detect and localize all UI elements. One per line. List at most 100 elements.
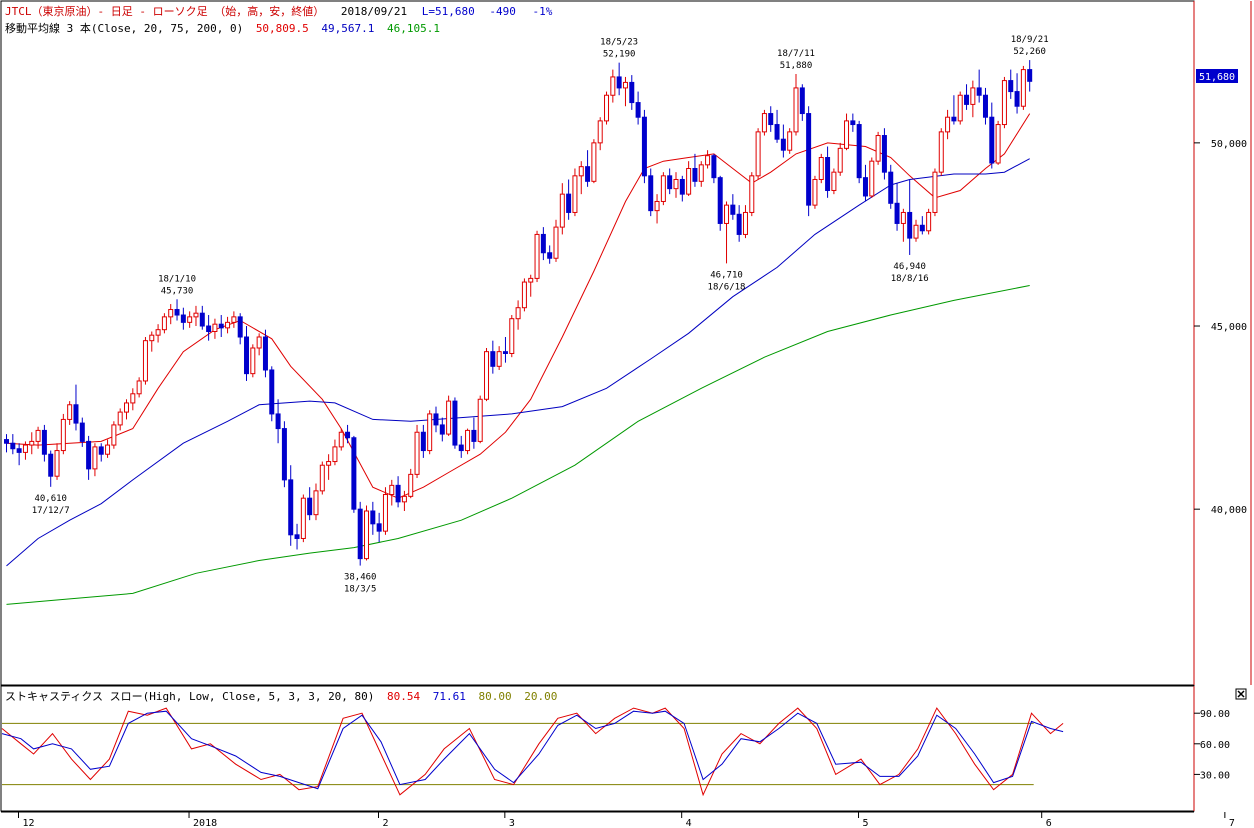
- candle-down: [856, 120, 862, 184]
- candle-up: [300, 494, 306, 543]
- candle-body: [237, 316, 243, 338]
- date-tick-label: 2018: [193, 818, 217, 828]
- candle-down: [218, 315, 224, 338]
- candle-body: [319, 464, 325, 492]
- annotation-line-2: 18/6/18: [708, 282, 746, 292]
- candle-body: [168, 309, 174, 318]
- candle-body: [641, 116, 647, 177]
- candle-down: [452, 397, 458, 449]
- candle-body: [174, 309, 180, 316]
- candle-up: [29, 432, 35, 455]
- stoch-tick-label: 30.00: [1200, 770, 1230, 781]
- candle-up: [105, 439, 111, 458]
- candle-down: [370, 501, 376, 535]
- candle-down: [98, 443, 104, 462]
- candle-up: [844, 113, 850, 151]
- candle-body: [736, 213, 742, 235]
- candle-down: [48, 450, 54, 487]
- candle-body: [345, 431, 351, 439]
- candle-body: [117, 411, 123, 426]
- stoch-tick-label: 90.00: [1200, 709, 1230, 720]
- candle-down: [41, 424, 47, 462]
- price-tick-label: 50,000: [1211, 139, 1247, 150]
- candle-body: [357, 508, 363, 560]
- candle-up: [875, 131, 881, 165]
- candle-body: [351, 437, 357, 510]
- candle-up: [610, 69, 616, 103]
- candle-body: [60, 418, 66, 452]
- candle-up: [446, 395, 452, 436]
- candle-down: [1027, 60, 1033, 92]
- price-tick-label: 40,000: [1211, 505, 1247, 516]
- candle-body: [724, 204, 730, 224]
- candle-body: [414, 431, 420, 475]
- candle-body: [616, 76, 622, 89]
- candle-down: [736, 205, 742, 242]
- candle-up: [926, 208, 932, 235]
- candle-body: [831, 171, 837, 191]
- candle-up: [578, 161, 584, 195]
- candle-body: [869, 160, 875, 197]
- candle-body: [982, 94, 988, 118]
- candle-down: [850, 113, 856, 132]
- candle-down: [420, 424, 426, 458]
- candle-down: [951, 95, 957, 125]
- candle-body: [262, 336, 268, 371]
- ma-label: 移動平均線 3 本(Close, 20, 75, 200, 0): [5, 21, 243, 35]
- candle-body: [673, 178, 679, 190]
- candle-down: [825, 146, 831, 198]
- candle-body: [528, 277, 534, 283]
- candle-body: [300, 497, 306, 539]
- candle-up: [604, 91, 610, 125]
- candle-body: [629, 81, 635, 104]
- candle-body: [964, 94, 970, 105]
- candle-up: [414, 424, 420, 479]
- stoch-d-line: [1, 710, 1064, 790]
- candle-body: [806, 113, 812, 206]
- candle-up: [256, 333, 262, 356]
- candle-up: [1001, 76, 1007, 129]
- annotation-layer: 40,610 17/12/7 18/1/10 45,730 38,460 18/3/5 18…: [32, 35, 1049, 595]
- candle-body: [553, 226, 559, 259]
- candle-up: [496, 346, 502, 370]
- candle-body: [825, 157, 831, 191]
- candle-body: [206, 325, 212, 333]
- candle-body: [888, 171, 894, 204]
- candle-up: [787, 128, 793, 154]
- candle-body: [837, 147, 843, 173]
- annotation-line-1: 18/9/21: [1011, 35, 1049, 45]
- candle-down: [345, 424, 351, 444]
- ma200-value: 46,105.1: [387, 22, 440, 35]
- candle-down: [376, 512, 382, 543]
- candle-body: [717, 177, 723, 224]
- candle-body: [193, 312, 199, 318]
- close-box-icon[interactable]: [1235, 688, 1247, 700]
- candle-body: [774, 124, 780, 140]
- candle-body: [844, 120, 850, 149]
- candle-up: [812, 175, 818, 209]
- candle-down: [294, 523, 300, 550]
- candle-up: [755, 128, 761, 180]
- annotation-line-1: 40,610: [34, 494, 67, 504]
- candle-down: [395, 476, 401, 508]
- candle-down: [439, 417, 445, 442]
- candle-up: [572, 168, 578, 217]
- candle-body: [199, 312, 205, 327]
- moving-average-layer: [6, 113, 1031, 605]
- stoch-tick-label: 60.00: [1200, 740, 1230, 751]
- candle-down: [711, 153, 717, 184]
- candle-body: [313, 490, 319, 516]
- candle-down: [4, 434, 9, 453]
- candle-down: [774, 109, 780, 143]
- candle-body: [496, 351, 502, 367]
- candle-body: [907, 211, 913, 239]
- candle-up: [111, 421, 117, 449]
- candle-body: [155, 329, 161, 336]
- candle-down: [458, 435, 464, 458]
- candle-up: [724, 201, 730, 264]
- candle-down: [79, 417, 85, 447]
- annotation-line-2: 51,880: [780, 61, 813, 71]
- candle-body: [850, 120, 856, 126]
- candle-body: [622, 81, 628, 89]
- candle-body: [149, 334, 155, 342]
